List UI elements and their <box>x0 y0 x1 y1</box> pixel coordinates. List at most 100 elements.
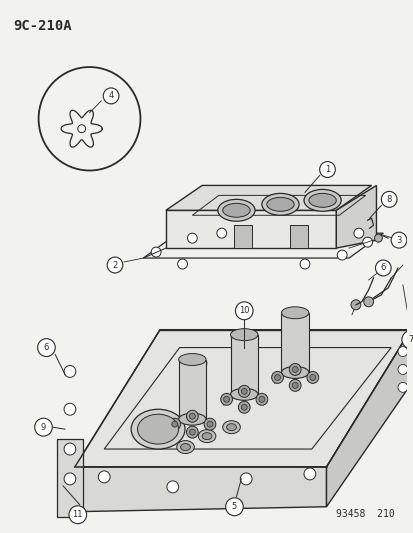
Ellipse shape <box>217 199 254 221</box>
Circle shape <box>186 410 198 422</box>
Text: 6: 6 <box>380 263 385 272</box>
Polygon shape <box>143 233 382 258</box>
Ellipse shape <box>230 329 257 341</box>
Text: 8: 8 <box>386 195 391 204</box>
Circle shape <box>271 372 283 383</box>
Text: 11: 11 <box>72 510 83 519</box>
Circle shape <box>177 259 187 269</box>
Ellipse shape <box>230 389 257 400</box>
Circle shape <box>258 397 264 402</box>
Ellipse shape <box>222 421 240 434</box>
Ellipse shape <box>266 197 294 211</box>
Polygon shape <box>166 185 371 211</box>
Circle shape <box>64 473 76 485</box>
Text: 1: 1 <box>324 165 329 174</box>
Text: 7: 7 <box>407 335 413 344</box>
Circle shape <box>289 379 300 391</box>
Circle shape <box>220 393 232 405</box>
Circle shape <box>374 234 382 242</box>
Circle shape <box>103 88 119 104</box>
Circle shape <box>69 506 86 523</box>
Polygon shape <box>178 360 206 419</box>
Circle shape <box>216 228 226 238</box>
Circle shape <box>299 259 309 269</box>
Polygon shape <box>166 211 335 248</box>
Circle shape <box>189 429 195 435</box>
Polygon shape <box>281 313 308 373</box>
Circle shape <box>238 385 249 397</box>
Text: 9C-210A: 9C-210A <box>13 19 71 33</box>
Ellipse shape <box>176 441 194 454</box>
Circle shape <box>390 232 406 248</box>
Circle shape <box>64 366 76 377</box>
Circle shape <box>98 471 110 483</box>
Circle shape <box>186 426 198 438</box>
Ellipse shape <box>303 189 340 211</box>
Text: 93458  210: 93458 210 <box>335 508 394 519</box>
Circle shape <box>274 375 280 381</box>
Circle shape <box>151 247 161 257</box>
Polygon shape <box>290 225 307 248</box>
Circle shape <box>289 364 300 375</box>
Ellipse shape <box>308 193 335 207</box>
Circle shape <box>292 367 297 373</box>
Circle shape <box>38 338 55 357</box>
Polygon shape <box>335 185 375 248</box>
Circle shape <box>166 481 178 493</box>
Ellipse shape <box>178 353 206 366</box>
Circle shape <box>303 468 315 480</box>
Circle shape <box>306 372 318 383</box>
Text: 3: 3 <box>395 236 401 245</box>
Circle shape <box>350 300 360 310</box>
Circle shape <box>235 302 252 320</box>
Circle shape <box>241 404 247 410</box>
Circle shape <box>187 233 197 243</box>
Ellipse shape <box>202 433 211 440</box>
Circle shape <box>171 421 177 427</box>
Circle shape <box>309 375 315 381</box>
Circle shape <box>380 191 396 207</box>
Circle shape <box>64 403 76 415</box>
Polygon shape <box>326 330 410 507</box>
Polygon shape <box>57 439 83 516</box>
Circle shape <box>169 418 180 430</box>
Circle shape <box>64 443 76 455</box>
Circle shape <box>375 260 390 276</box>
Text: 6: 6 <box>44 343 49 352</box>
Text: 2: 2 <box>112 261 117 270</box>
Ellipse shape <box>222 203 249 217</box>
Ellipse shape <box>131 409 185 449</box>
Circle shape <box>362 237 372 247</box>
Ellipse shape <box>281 307 308 319</box>
Ellipse shape <box>226 424 236 431</box>
Text: 10: 10 <box>238 306 249 315</box>
Circle shape <box>397 365 407 375</box>
Circle shape <box>397 382 407 392</box>
Ellipse shape <box>178 413 206 425</box>
Circle shape <box>292 382 297 389</box>
Ellipse shape <box>261 193 298 215</box>
Polygon shape <box>230 335 257 394</box>
Circle shape <box>255 393 267 405</box>
Ellipse shape <box>137 414 178 444</box>
Circle shape <box>204 418 215 430</box>
Circle shape <box>238 401 249 413</box>
Circle shape <box>223 397 229 402</box>
Polygon shape <box>75 467 326 512</box>
Text: 9: 9 <box>41 423 46 432</box>
Circle shape <box>397 346 407 357</box>
Text: 5: 5 <box>231 502 237 511</box>
Ellipse shape <box>281 367 308 378</box>
Polygon shape <box>234 225 252 248</box>
Ellipse shape <box>198 430 215 442</box>
Circle shape <box>189 413 195 419</box>
Circle shape <box>337 250 346 260</box>
Circle shape <box>240 473 252 485</box>
Circle shape <box>241 389 247 394</box>
Polygon shape <box>75 330 410 467</box>
Circle shape <box>107 257 123 273</box>
Circle shape <box>206 421 212 427</box>
Circle shape <box>35 418 52 436</box>
Text: 4: 4 <box>108 91 114 100</box>
Ellipse shape <box>180 443 190 450</box>
